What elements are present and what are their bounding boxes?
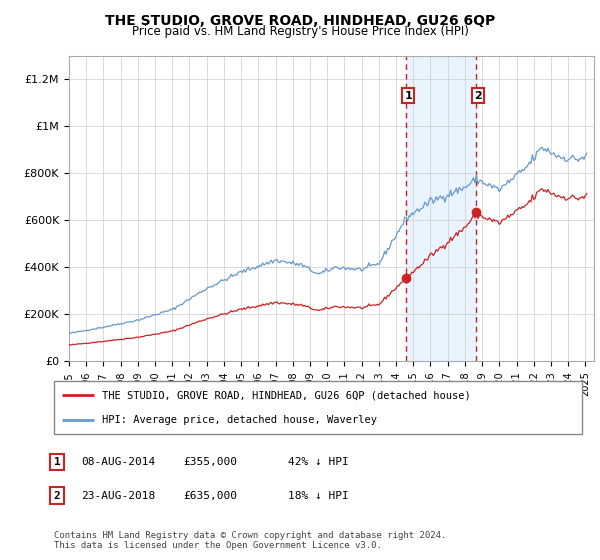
Text: 1: 1 (53, 457, 61, 467)
Text: 23-AUG-2018: 23-AUG-2018 (81, 491, 155, 501)
Bar (406, 56, 476, 361)
Text: THE STUDIO, GROVE ROAD, HINDHEAD, GU26 6QP: THE STUDIO, GROVE ROAD, HINDHEAD, GU26 6… (105, 14, 495, 28)
FancyBboxPatch shape (54, 381, 582, 434)
Text: 1: 1 (404, 91, 412, 101)
Text: 42% ↓ HPI: 42% ↓ HPI (288, 457, 349, 467)
Text: 2: 2 (53, 491, 61, 501)
Text: 08-AUG-2014: 08-AUG-2014 (81, 457, 155, 467)
Text: THE STUDIO, GROVE ROAD, HINDHEAD, GU26 6QP (detached house): THE STUDIO, GROVE ROAD, HINDHEAD, GU26 6… (101, 390, 470, 400)
Text: 2: 2 (474, 91, 482, 101)
Text: £355,000: £355,000 (183, 457, 237, 467)
Text: HPI: Average price, detached house, Waverley: HPI: Average price, detached house, Wave… (101, 414, 377, 424)
Text: Price paid vs. HM Land Registry's House Price Index (HPI): Price paid vs. HM Land Registry's House … (131, 25, 469, 38)
Text: 18% ↓ HPI: 18% ↓ HPI (288, 491, 349, 501)
Text: Contains HM Land Registry data © Crown copyright and database right 2024.
This d: Contains HM Land Registry data © Crown c… (54, 531, 446, 550)
Text: £635,000: £635,000 (183, 491, 237, 501)
